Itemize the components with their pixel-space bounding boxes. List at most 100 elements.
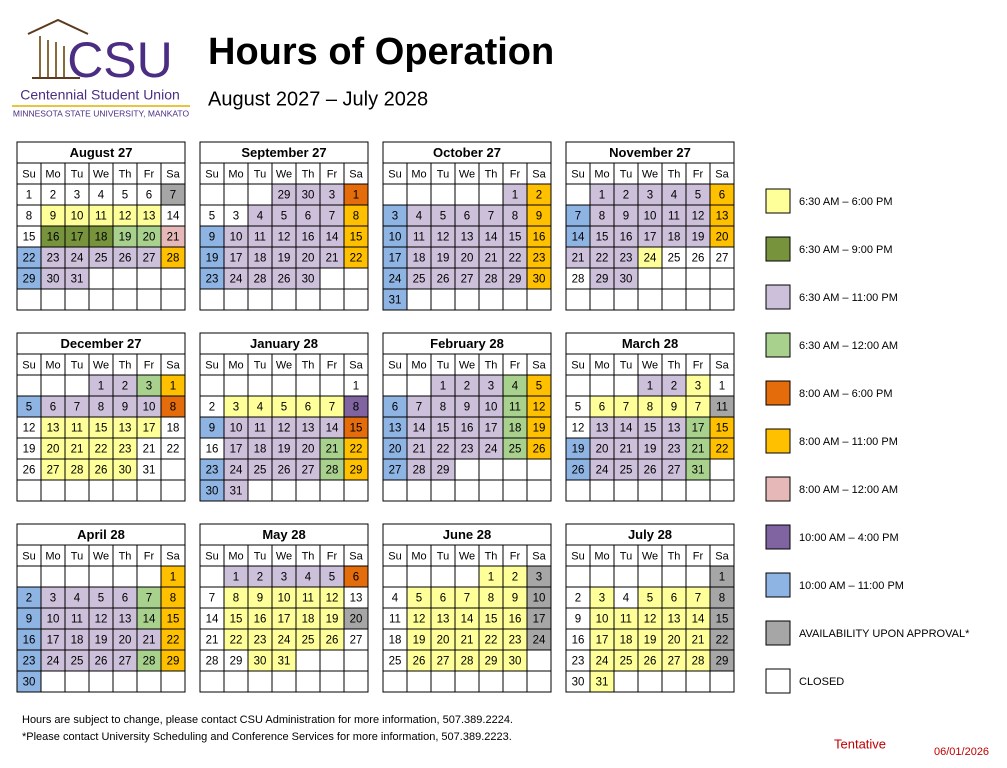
day-number: 15	[509, 232, 522, 244]
day-cell	[565, 479, 591, 502]
day-cell	[661, 670, 687, 693]
day-number: 12	[278, 232, 291, 244]
day-number: 18	[668, 232, 681, 244]
day-number: 20	[668, 635, 681, 647]
legend-label: CLOSED	[799, 676, 844, 688]
day-cell	[64, 565, 90, 588]
weekday: Th	[302, 550, 315, 562]
day-number: 13	[119, 423, 132, 435]
day-number: 14	[485, 232, 498, 244]
day-cell	[271, 479, 297, 502]
day-number: 1	[233, 572, 239, 584]
day-cell	[88, 479, 114, 502]
day-number: 25	[389, 656, 402, 668]
day-number: 1	[98, 381, 104, 393]
day-number: 23	[206, 465, 219, 477]
weekday: Sa	[349, 168, 363, 180]
day-number: 1	[599, 190, 605, 202]
day-number: 25	[620, 465, 633, 477]
day-number: 18	[71, 635, 84, 647]
day-number: 2	[575, 593, 581, 605]
day-number: 6	[671, 593, 677, 605]
day-cell	[613, 288, 639, 311]
day-number: 21	[167, 232, 180, 244]
day-number: 17	[143, 423, 156, 435]
day-cell	[295, 374, 321, 397]
day-number: 26	[278, 465, 291, 477]
logo-tagline: MINNESOTA STATE UNIVERSITY, MANKATO	[13, 108, 190, 118]
day-number: 14	[143, 614, 156, 626]
day-cell	[565, 374, 591, 397]
day-number: 19	[278, 444, 291, 456]
day-number: 2	[536, 190, 542, 202]
day-number: 13	[461, 232, 474, 244]
day-number: 22	[167, 444, 180, 456]
day-number: 6	[50, 402, 56, 414]
day-number: 8	[719, 593, 725, 605]
weekday: Tu	[620, 359, 632, 371]
weekday: Su	[22, 359, 35, 371]
day-number: 28	[485, 274, 498, 286]
day-number: 12	[278, 423, 291, 435]
weekday: Su	[205, 168, 218, 180]
day-number: 28	[692, 656, 705, 668]
day-number: 19	[644, 635, 657, 647]
day-number: 24	[389, 274, 402, 286]
day-cell	[661, 288, 687, 311]
subtitle: August 2027 – July 2028	[208, 88, 428, 110]
day-cell	[160, 479, 186, 502]
weekday: Mo	[594, 550, 609, 562]
day-number: 25	[509, 444, 522, 456]
day-number: 7	[416, 402, 422, 414]
day-number: 28	[461, 656, 474, 668]
weekday: Sa	[532, 168, 546, 180]
day-cell	[16, 565, 42, 588]
weekday: Fr	[144, 550, 155, 562]
day-number: 26	[644, 465, 657, 477]
day-cell	[637, 267, 663, 290]
weekday: Su	[22, 550, 35, 562]
day-number: 15	[716, 614, 729, 626]
day-number: 2	[209, 402, 215, 414]
day-number: 21	[143, 444, 156, 456]
day-number: 5	[647, 593, 653, 605]
month-name: May 28	[262, 527, 305, 542]
weekday: Th	[302, 359, 315, 371]
day-number: 20	[389, 444, 402, 456]
weekday: Sa	[715, 168, 729, 180]
day-number: 13	[668, 423, 681, 435]
day-number: 16	[572, 635, 585, 647]
day-number: 4	[671, 190, 678, 202]
day-number: 22	[716, 635, 729, 647]
day-number: 7	[623, 402, 629, 414]
weekday: We	[276, 359, 292, 371]
day-number: 22	[95, 444, 108, 456]
day-number: 23	[119, 444, 132, 456]
day-number: 19	[119, 232, 132, 244]
day-number: 9	[50, 211, 56, 223]
day-number: 29	[716, 656, 729, 668]
day-cell	[160, 267, 186, 290]
day-number: 18	[389, 635, 402, 647]
day-number: 31	[389, 295, 402, 307]
day-number: 13	[143, 211, 156, 223]
weekday: Mo	[45, 359, 60, 371]
weekday: Fr	[144, 168, 155, 180]
day-number: 10	[389, 232, 402, 244]
legend-swatch	[765, 620, 791, 646]
day-number: 3	[647, 190, 653, 202]
day-cell	[112, 267, 138, 290]
day-cell	[64, 670, 90, 693]
day-number: 1	[170, 381, 176, 393]
day-cell	[16, 374, 42, 397]
legend-swatch	[765, 236, 791, 262]
weekday: Tu	[71, 168, 83, 180]
day-number: 21	[692, 635, 705, 647]
day-number: 23	[572, 656, 585, 668]
day-cell	[589, 288, 615, 311]
day-number: 7	[464, 593, 470, 605]
day-number: 13	[668, 614, 681, 626]
day-number: 24	[71, 253, 84, 265]
day-number: 9	[122, 402, 128, 414]
day-number: 17	[47, 635, 60, 647]
